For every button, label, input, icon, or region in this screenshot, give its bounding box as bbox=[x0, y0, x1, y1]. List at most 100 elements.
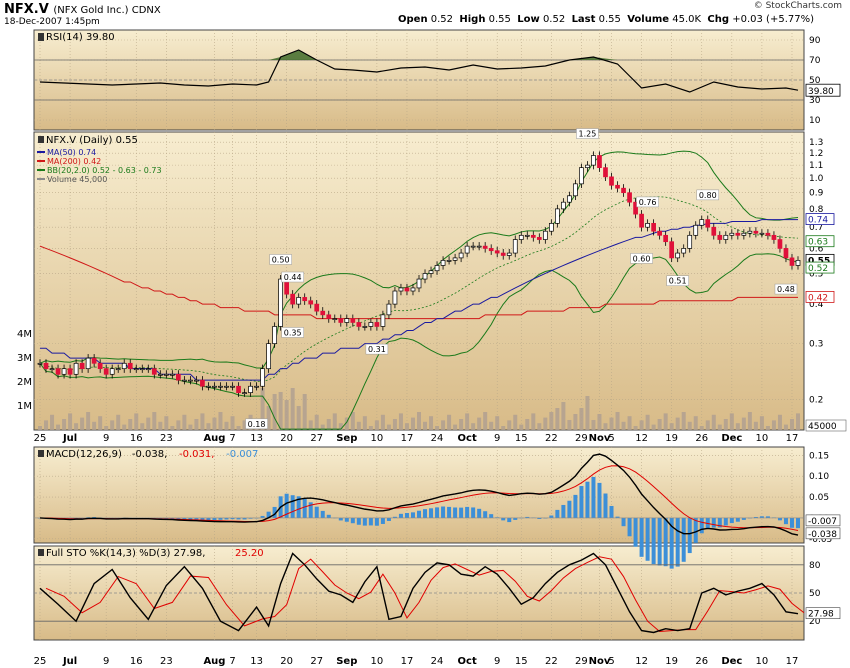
volume-bar bbox=[56, 424, 61, 430]
candle-body bbox=[446, 260, 452, 262]
price-legend-icon bbox=[38, 136, 44, 143]
macd-hist-bar bbox=[483, 511, 488, 518]
x-axis-mid-tick-label: Nov bbox=[589, 433, 611, 444]
x-axis-bottom-tick-label: Jul bbox=[62, 656, 77, 667]
x-axis-bottom-tick-label: Dec bbox=[721, 656, 742, 667]
volume-bar bbox=[68, 413, 73, 430]
volume-bar bbox=[783, 424, 788, 430]
candle-body bbox=[338, 318, 344, 323]
volume-bar bbox=[597, 414, 602, 430]
volume-bar bbox=[356, 421, 361, 430]
candle-body bbox=[789, 257, 795, 266]
candle-body bbox=[248, 385, 253, 393]
x-axis-mid-tick-label: 13 bbox=[250, 433, 263, 444]
volume-bar bbox=[176, 420, 181, 430]
x-axis-mid-tick-label: 20 bbox=[280, 433, 293, 444]
rsi-y-tick: 70 bbox=[809, 56, 821, 66]
candle-body bbox=[320, 310, 326, 316]
price-annotation-box bbox=[576, 128, 599, 139]
macd-hist-bar bbox=[417, 510, 421, 518]
volume-bar bbox=[314, 414, 319, 430]
x-axis-bottom-tick-label: 12 bbox=[635, 656, 648, 667]
candle-body bbox=[530, 234, 536, 238]
macd-hist-bar bbox=[230, 517, 235, 520]
candle-body bbox=[332, 318, 338, 320]
macd-hist-bar bbox=[344, 517, 349, 522]
volume-bar bbox=[723, 419, 728, 430]
candle-body bbox=[145, 368, 151, 371]
volume-bar bbox=[543, 417, 548, 430]
volume-bar bbox=[669, 423, 674, 430]
candle-body bbox=[218, 385, 223, 388]
volume-bar bbox=[128, 419, 133, 430]
candle-body bbox=[314, 303, 320, 312]
volume-bar bbox=[224, 421, 229, 430]
macd-hist-bar bbox=[663, 517, 668, 567]
macd-hist-bar bbox=[525, 516, 530, 518]
macd-hist-bar bbox=[675, 517, 680, 567]
candle-body bbox=[49, 368, 55, 371]
rsi-line bbox=[39, 49, 799, 93]
legend-entry: MA(200) 0.42 bbox=[47, 157, 101, 166]
volume-bar bbox=[374, 420, 379, 430]
candle-body bbox=[230, 385, 235, 388]
volume-bar bbox=[278, 392, 283, 430]
price-y-tick: 0.4 bbox=[809, 300, 824, 310]
candle-body bbox=[308, 300, 314, 305]
candle-body bbox=[440, 260, 446, 266]
price-annotation: 0.48 bbox=[777, 285, 795, 294]
price-right-label: 0.42 bbox=[808, 293, 828, 303]
candle-body bbox=[657, 230, 662, 236]
volume-bar bbox=[796, 413, 800, 430]
candle-body bbox=[37, 362, 43, 365]
volume-bar bbox=[80, 417, 85, 430]
macd-hist-bar bbox=[645, 517, 650, 561]
price-y-tick: 0.9 bbox=[809, 189, 824, 199]
x-axis-bottom-tick-label: Sep bbox=[336, 656, 357, 667]
macd-line bbox=[39, 453, 799, 536]
sto-y-tick: 50 bbox=[809, 589, 821, 599]
candle-body bbox=[693, 224, 699, 236]
candle-body bbox=[410, 287, 416, 292]
macd-hist-bar bbox=[507, 517, 512, 523]
candle-body bbox=[344, 318, 350, 323]
volume-bar bbox=[645, 414, 650, 430]
candle-body bbox=[542, 230, 548, 240]
candle-body bbox=[55, 368, 61, 375]
volume-bar bbox=[338, 423, 343, 430]
price-right-label: 0.74 bbox=[808, 216, 828, 226]
x-axis-mid-tick-label: 10 bbox=[756, 433, 769, 444]
volume-bar bbox=[417, 412, 421, 430]
x-axis-bottom-tick-label: 5 bbox=[608, 656, 614, 667]
volume-bar bbox=[212, 417, 217, 430]
x-axis-bottom-tick-label: 26 bbox=[695, 656, 708, 667]
candle-body bbox=[43, 362, 49, 370]
volume-right-box bbox=[805, 419, 847, 432]
rsi-last-label: 39.80 bbox=[808, 87, 834, 97]
price-annotation-box bbox=[365, 343, 389, 355]
volume-bar bbox=[140, 423, 145, 430]
volume-bar bbox=[272, 394, 277, 430]
volume-bar bbox=[441, 420, 446, 430]
macd-hist-bar bbox=[404, 513, 409, 518]
volume-y-tick: 1M bbox=[17, 401, 32, 412]
volume-bar bbox=[675, 417, 680, 430]
price-annotation: 0.80 bbox=[699, 191, 717, 200]
x-axis-bottom-tick-label: 9 bbox=[494, 656, 500, 667]
volume-bar bbox=[765, 426, 770, 430]
volume-bar bbox=[122, 424, 127, 430]
candle-body bbox=[753, 230, 759, 234]
x-axis-mid-tick-label: Jul bbox=[62, 433, 77, 444]
candle-body bbox=[434, 265, 440, 272]
volume-bar bbox=[423, 421, 428, 430]
macd-hist-bar bbox=[429, 508, 434, 518]
x-axis-mid-tick-label: 5 bbox=[608, 433, 614, 444]
candle-body bbox=[169, 373, 175, 376]
candle-body bbox=[771, 234, 777, 240]
candle-body bbox=[374, 322, 380, 327]
candle-body bbox=[536, 237, 542, 240]
candle-body bbox=[302, 297, 308, 302]
candle-body bbox=[428, 270, 434, 274]
x-axis-mid-tick-label: 19 bbox=[665, 433, 678, 444]
candle-body bbox=[609, 176, 614, 186]
